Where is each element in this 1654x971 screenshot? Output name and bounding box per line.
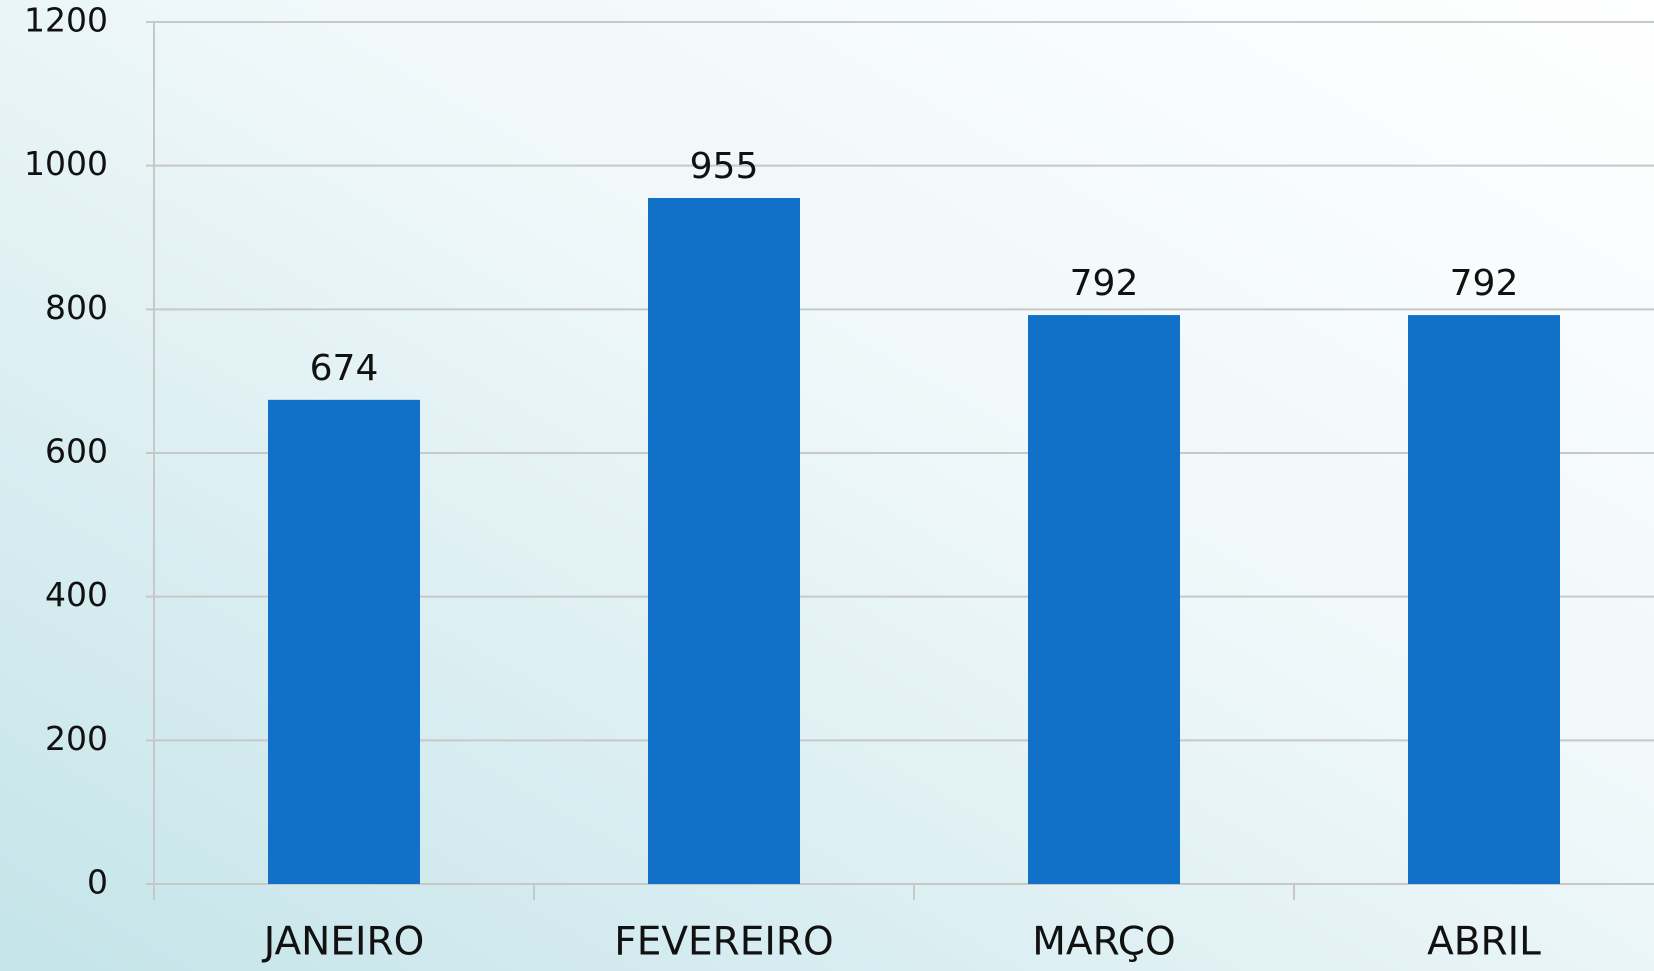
x-tick-label: FEVEREIRO [614,920,833,965]
y-tick-label: 0 [87,863,108,902]
data-label: 955 [690,146,759,187]
x-tick-label: JANEIRO [261,920,425,965]
y-tick-label: 1200 [24,1,108,40]
bar [1028,315,1180,885]
y-tick-label: 1000 [24,144,108,183]
y-tick-label: 400 [45,575,108,614]
data-label: 674 [310,348,379,389]
bar [268,399,420,884]
bar [648,197,800,884]
bar [1408,315,1560,885]
data-label: 792 [1070,263,1139,304]
data-label: 792 [1450,263,1519,304]
y-tick-label: 200 [45,719,108,758]
x-tick-label: MARÇO [1032,920,1175,965]
x-tick-label: ABRIL [1427,920,1541,965]
y-tick-label: 800 [45,288,108,327]
y-tick-label: 600 [45,432,108,471]
